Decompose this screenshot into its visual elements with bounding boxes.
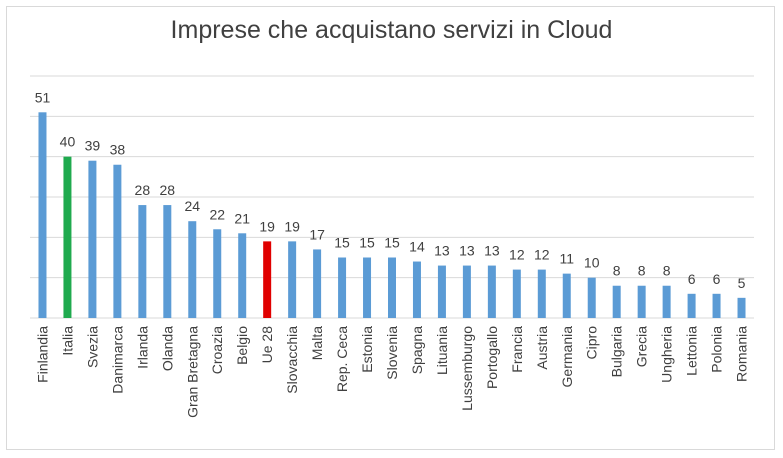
data-label: 15 [384, 235, 400, 251]
x-tick-label: Gran Bretagna [184, 326, 200, 418]
x-tick-label: Cipro [584, 326, 600, 360]
bar [38, 112, 47, 318]
x-tick-label: Austria [534, 326, 550, 370]
bar [462, 265, 471, 318]
bar [163, 205, 172, 318]
data-label: 39 [85, 138, 101, 154]
x-tick-label: Danimarca [109, 326, 125, 394]
x-tick-label: Polonia [709, 326, 725, 373]
data-label: 11 [559, 251, 574, 267]
bar [63, 156, 72, 318]
bar [662, 285, 671, 318]
x-tick-label: Lituania [434, 326, 450, 375]
data-label: 51 [35, 89, 51, 105]
bar [562, 273, 571, 318]
data-label: 13 [484, 243, 500, 259]
data-label: 38 [110, 142, 126, 158]
data-label: 13 [434, 243, 450, 259]
bar [113, 164, 122, 318]
data-label: 12 [509, 247, 525, 263]
x-tick-label: Lussemburgo [459, 326, 475, 411]
x-tick-label: Rep. Ceca [334, 326, 350, 392]
bar [213, 229, 222, 318]
data-label: 28 [135, 182, 151, 198]
bar [263, 241, 272, 318]
data-label: 15 [334, 235, 350, 251]
bar [288, 241, 297, 318]
data-label: 10 [584, 255, 600, 271]
x-tick-label: Portogallo [484, 326, 500, 389]
data-label: 24 [184, 198, 200, 214]
data-label: 40 [60, 134, 76, 150]
data-label: 15 [359, 235, 375, 251]
bar [537, 269, 546, 318]
bar [138, 205, 147, 318]
bar [88, 160, 97, 318]
x-tick-label: Belgio [234, 326, 250, 365]
bar [637, 285, 646, 318]
chart-title: Imprese che acquistano servizi in Cloud [170, 16, 613, 44]
data-label: 8 [638, 263, 646, 279]
bar [412, 261, 421, 318]
x-tick-label: Italia [59, 326, 75, 356]
bar [712, 293, 721, 318]
x-tick-label: Irlanda [134, 326, 150, 369]
bar [487, 265, 496, 318]
x-tick-label: Croazia [209, 326, 225, 374]
bar [687, 293, 696, 318]
x-tick-label: Estonia [359, 326, 375, 373]
bar [587, 277, 596, 318]
data-label: 12 [534, 247, 550, 263]
bar [238, 233, 247, 318]
data-label: 5 [738, 275, 746, 291]
bar [512, 269, 521, 318]
x-tick-label: Finlandia [34, 326, 50, 383]
data-label: 19 [284, 218, 300, 234]
data-label: 14 [409, 239, 425, 255]
chart-frame [6, 6, 775, 450]
x-tick-label: Lettonia [684, 326, 700, 376]
bar [737, 297, 746, 318]
x-tick-label: Grecia [634, 326, 650, 367]
x-tick-label: Bulgaria [609, 326, 625, 378]
data-label: 28 [160, 182, 176, 198]
bar [437, 265, 446, 318]
x-tick-label: Malta [309, 326, 325, 360]
data-label: 6 [688, 271, 696, 287]
x-tick-label: Germania [559, 326, 575, 388]
data-label: 13 [459, 243, 475, 259]
bar [313, 249, 322, 318]
x-tick-label: Olanda [159, 326, 175, 371]
bar [388, 257, 396, 318]
data-label: 8 [663, 263, 671, 279]
data-label: 19 [259, 218, 275, 234]
x-tick-label: Slovacchia [284, 326, 300, 394]
data-label: 6 [713, 271, 721, 287]
x-tick-label: Svezia [84, 326, 100, 368]
bar [612, 285, 621, 318]
x-tick-label: Spagna [409, 326, 425, 374]
x-tick-label: Slovenia [384, 326, 400, 380]
x-tick-label: Romania [734, 326, 750, 382]
bar [338, 257, 347, 318]
data-label: 22 [209, 206, 225, 222]
bar [363, 257, 372, 318]
data-label: 17 [309, 226, 325, 242]
x-tick-label: Ue 28 [259, 326, 275, 364]
x-tick-label: Francia [509, 326, 525, 373]
data-label: 8 [613, 263, 621, 279]
x-tick-label: Ungheria [659, 326, 675, 383]
data-label: 21 [234, 210, 250, 226]
bar [188, 221, 197, 318]
